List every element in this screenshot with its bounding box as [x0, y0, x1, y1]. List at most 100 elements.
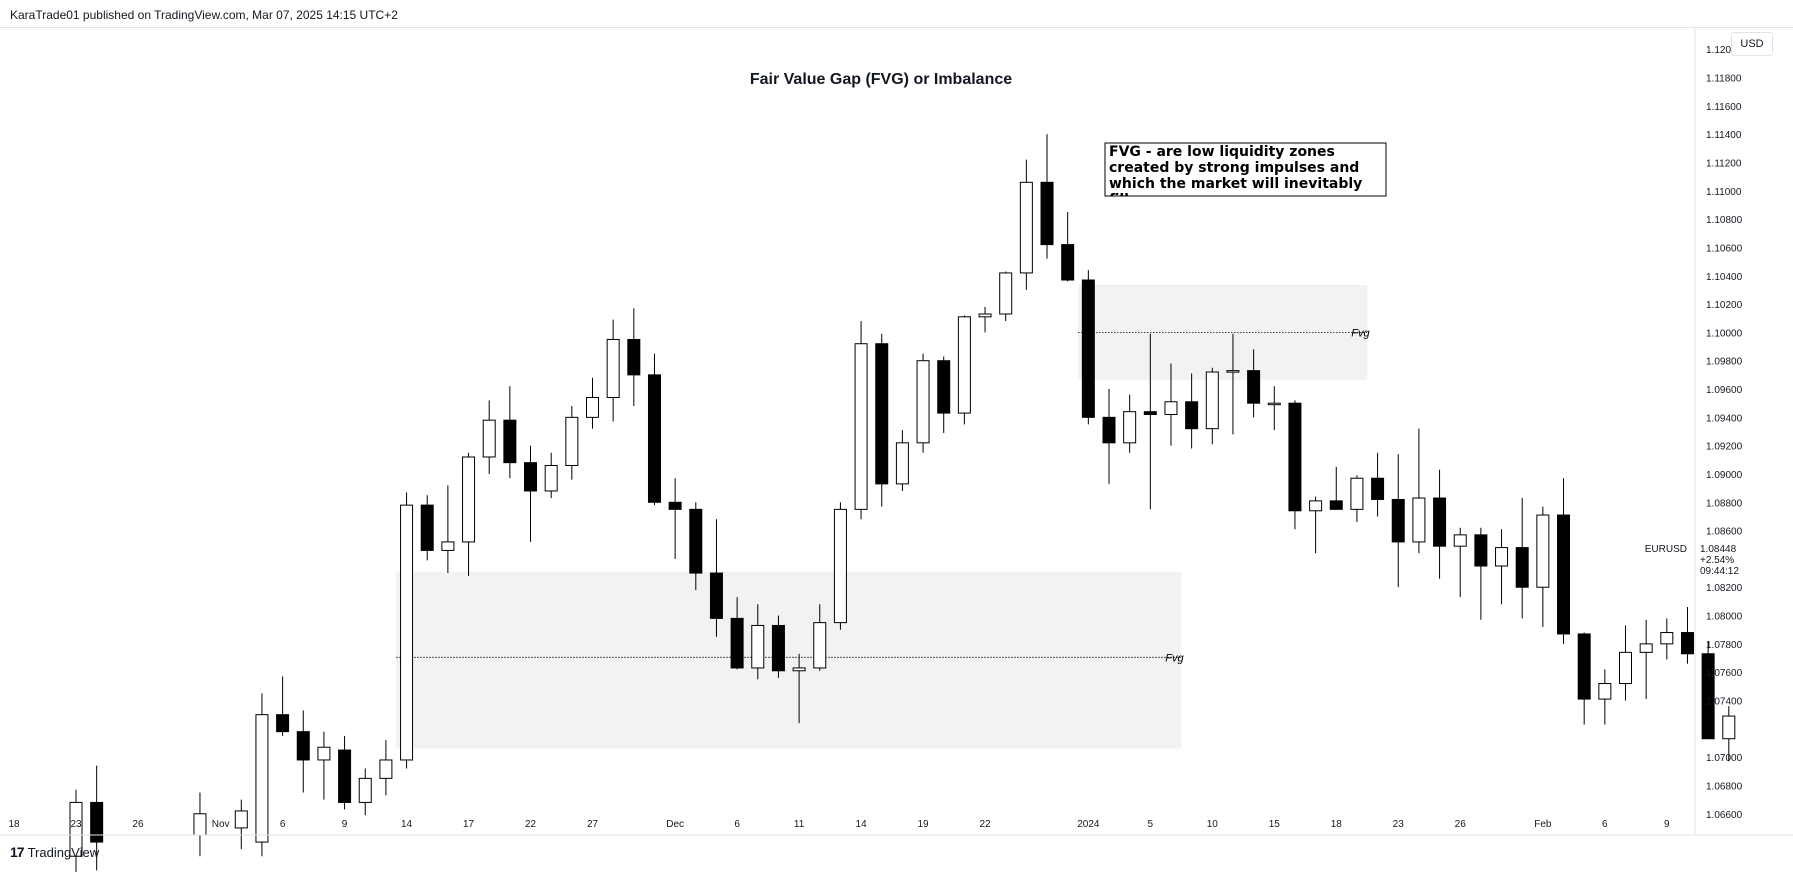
candle-body [833, 508, 847, 624]
candle [1598, 669, 1612, 725]
candle [1371, 452, 1385, 517]
candle [1701, 641, 1715, 740]
price-scale[interactable]: 1.12000 1.11800 1.11600 1.11400 1.11200 1.110… [1706, 45, 1743, 821]
price-tick: 1.08600 [1706, 527, 1743, 538]
candle [1205, 367, 1219, 445]
price-tick: 1.09800 [1706, 357, 1743, 368]
candle [1412, 428, 1426, 554]
price-tick: 1.10400 [1706, 272, 1743, 283]
candle [1433, 469, 1447, 579]
candle-body [751, 624, 765, 669]
candle [1226, 333, 1240, 435]
candle-body [1309, 500, 1323, 512]
time-tick: 22 [525, 819, 537, 830]
time-tick: 6 [734, 819, 740, 830]
candle [978, 306, 992, 333]
annotation-box[interactable]: FVG - are low liquidity zones created by… [1104, 142, 1387, 197]
candle [400, 492, 414, 769]
candle-body [647, 374, 661, 503]
candle-body [1577, 633, 1591, 700]
price-tick: 1.07400 [1706, 697, 1743, 708]
candle-body [1019, 181, 1033, 274]
candle-body [1391, 498, 1405, 543]
candle [999, 271, 1013, 322]
tradingview-logo[interactable]: 17 TradingView [10, 844, 99, 860]
candle-body [792, 667, 806, 672]
candle [358, 768, 372, 816]
candle-body [193, 813, 207, 836]
price-tick: 1.06800 [1706, 781, 1743, 792]
candle-body [1412, 497, 1426, 543]
price-tick: 1.11200 [1706, 159, 1742, 170]
time-tick: 10 [1207, 819, 1219, 830]
time-scale[interactable]: 18 23 26 Nov 6 9 14 17 22 27 Dec 6 11 14 19 22 2024 5 10 15… [8, 819, 1670, 830]
candle [565, 406, 579, 480]
currency-selector[interactable]: USD [1731, 32, 1773, 56]
candle [1267, 386, 1281, 431]
candle-body [689, 508, 703, 574]
price-tick: 1.08200 [1706, 583, 1743, 594]
candle-body [1701, 653, 1715, 740]
fvg-label: Fvg [1165, 652, 1184, 664]
candle-body [1288, 402, 1302, 512]
time-tick: Nov [212, 819, 230, 830]
candle-body [90, 801, 104, 843]
time-tick: 9 [1664, 819, 1670, 830]
candle [1680, 607, 1694, 664]
candle [668, 478, 682, 559]
published-info: KaraTrade01 published on TradingView.com… [10, 8, 398, 22]
candle-body [875, 343, 889, 485]
candle-body [1536, 514, 1550, 588]
price-tick: 1.09400 [1706, 413, 1743, 424]
candle [709, 519, 723, 637]
time-tick: 18 [8, 819, 20, 830]
candle-body [854, 343, 868, 510]
time-tick: 11 [794, 819, 805, 830]
price-tick: 1.08000 [1706, 612, 1743, 623]
candle [296, 710, 310, 793]
candle [1660, 618, 1674, 660]
annotation-text: FVG - are low liquidity zones created by… [1109, 144, 1363, 196]
candle-body [709, 572, 723, 619]
candle [957, 315, 971, 425]
candle-body [296, 731, 310, 761]
candle-body [1143, 411, 1157, 416]
candle [1639, 619, 1653, 700]
time-tick: 23 [1393, 819, 1405, 830]
price-tick: 1.10800 [1706, 215, 1743, 226]
price-tick: 1.06600 [1706, 810, 1743, 821]
candle [771, 615, 785, 678]
candles-layer [69, 134, 1736, 872]
candle-body [544, 464, 558, 492]
price-tick: 1.11400 [1706, 130, 1742, 141]
candle [1040, 134, 1054, 259]
tradingview-logo-icon: 17 [10, 844, 25, 860]
candle-body [1226, 370, 1240, 373]
candle-body [771, 624, 785, 672]
fvg-zone [396, 571, 1182, 749]
candle-body [420, 504, 434, 551]
candle [379, 740, 393, 796]
candle [317, 731, 331, 800]
candle-body [1040, 181, 1054, 246]
candle [1185, 373, 1199, 449]
annotation-container: FVG - are low liquidity zones created by… [1109, 144, 1363, 196]
candle-body [813, 622, 827, 669]
candle [1619, 625, 1632, 701]
candle [90, 765, 104, 871]
price-tick: 1.09000 [1706, 470, 1743, 481]
candle [1495, 529, 1509, 605]
candle-body [400, 504, 414, 761]
candle-body [937, 360, 951, 414]
candle-body [1557, 514, 1571, 635]
candle-body [358, 777, 372, 803]
candle [833, 502, 847, 630]
candle-body [69, 801, 83, 857]
candle-body [606, 338, 620, 399]
fvg-zones-layer: Fvg Fvg [396, 284, 1370, 749]
time-tick: 9 [342, 819, 348, 830]
candle [1123, 394, 1137, 453]
annotation-border [1104, 142, 1387, 197]
price-tick: 1.09600 [1706, 385, 1743, 396]
